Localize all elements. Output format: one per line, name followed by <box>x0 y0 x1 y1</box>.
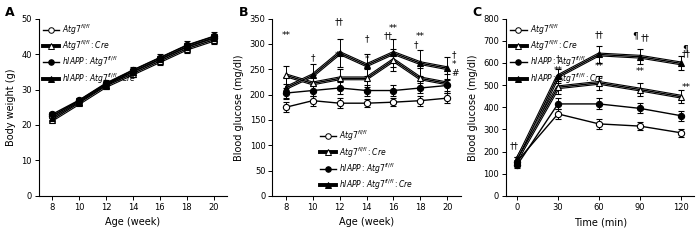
Text: †: † <box>311 54 315 63</box>
Text: **: ** <box>335 51 344 60</box>
Text: #: # <box>452 69 458 78</box>
Text: **: ** <box>594 62 603 71</box>
Y-axis label: Blood glucose (mg/dl): Blood glucose (mg/dl) <box>234 54 244 161</box>
Text: ¶: ¶ <box>682 45 688 54</box>
Text: A: A <box>5 6 15 19</box>
X-axis label: Time (min): Time (min) <box>574 217 626 227</box>
Text: **: ** <box>554 66 562 75</box>
Text: **: ** <box>636 67 644 76</box>
Y-axis label: Body weight (g): Body weight (g) <box>6 69 15 146</box>
Text: ¶: ¶ <box>633 32 638 41</box>
Text: †: † <box>556 54 560 63</box>
Text: **: ** <box>389 24 398 33</box>
Text: **: ** <box>416 32 425 41</box>
Text: ††: †† <box>335 17 344 26</box>
Text: †: † <box>364 34 369 43</box>
Text: †: † <box>452 51 456 60</box>
Text: ††: †† <box>594 31 603 40</box>
Text: *: * <box>364 55 369 64</box>
Text: **: ** <box>281 31 290 40</box>
Legend: $\mathit{Atg7}^{\mathit{fl/fl}}$, $\mathit{Atg7}^{\mathit{fl/fl}}$$\mathit{:Cre}: $\mathit{Atg7}^{\mathit{fl/fl}}$, $\math… <box>41 21 138 87</box>
Text: ††: †† <box>682 49 691 58</box>
Text: **: ** <box>682 83 691 92</box>
Legend: $\mathit{Atg7}^{\mathit{fl/fl}}$, $\mathit{Atg7}^{\mathit{fl/fl}}$$\mathit{:Cre}: $\mathit{Atg7}^{\mathit{fl/fl}}$, $\math… <box>508 21 606 87</box>
Text: †: † <box>414 40 419 49</box>
Text: ††: †† <box>384 31 393 40</box>
Text: C: C <box>473 6 482 19</box>
Text: *: * <box>452 60 456 69</box>
Text: B: B <box>239 6 248 19</box>
X-axis label: Age (week): Age (week) <box>339 217 394 227</box>
Y-axis label: Blood glucose (mg/dl): Blood glucose (mg/dl) <box>468 54 477 161</box>
Text: ††: †† <box>510 141 519 151</box>
Text: ††: †† <box>641 34 650 42</box>
Legend: $\mathit{Atg7}^{\mathit{fl/fl}}$, $\mathit{Atg7}^{\mathit{fl/fl}}$$\mathit{:Cre}: $\mathit{Atg7}^{\mathit{fl/fl}}$, $\math… <box>318 127 415 194</box>
X-axis label: Age (week): Age (week) <box>105 217 160 227</box>
